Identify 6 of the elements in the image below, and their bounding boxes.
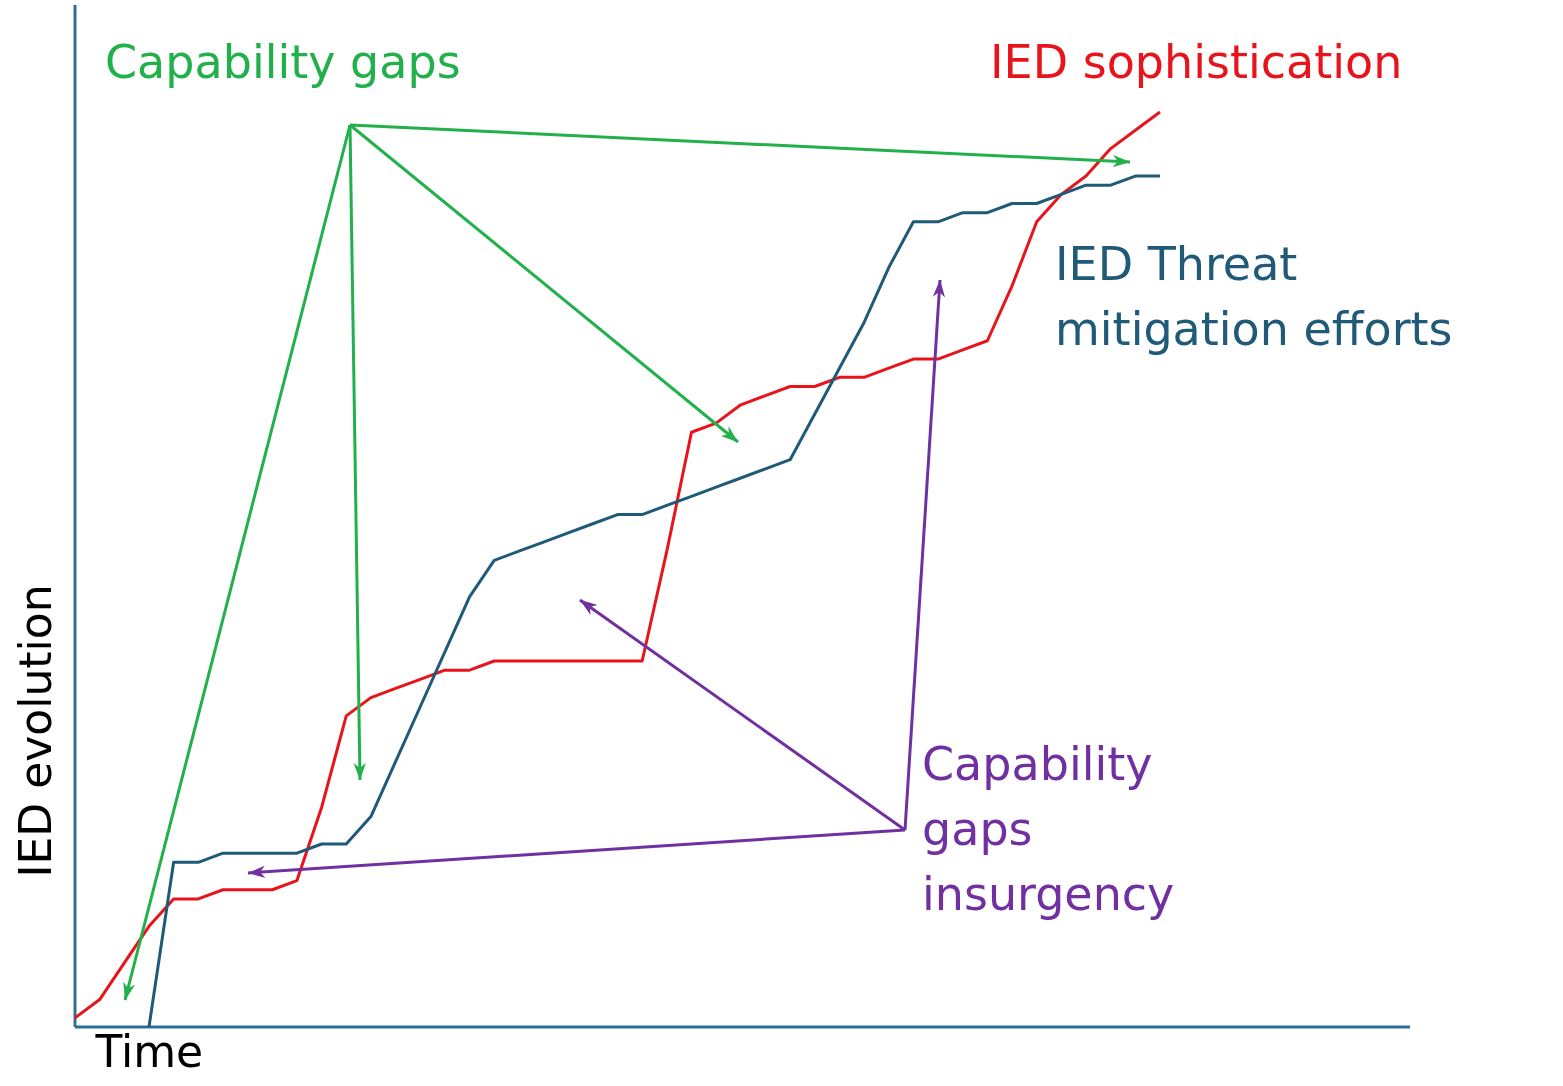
annotation: Capability gaps insurgency — [922, 737, 1175, 921]
text: Capability gaps — [105, 35, 461, 89]
y-axis-title: IED evolution — [9, 584, 61, 878]
x-axis-title: Time — [94, 1025, 204, 1077]
series-label: IED Threat mitigation efforts — [1055, 237, 1453, 356]
series-label: IED sophistication — [990, 35, 1403, 89]
